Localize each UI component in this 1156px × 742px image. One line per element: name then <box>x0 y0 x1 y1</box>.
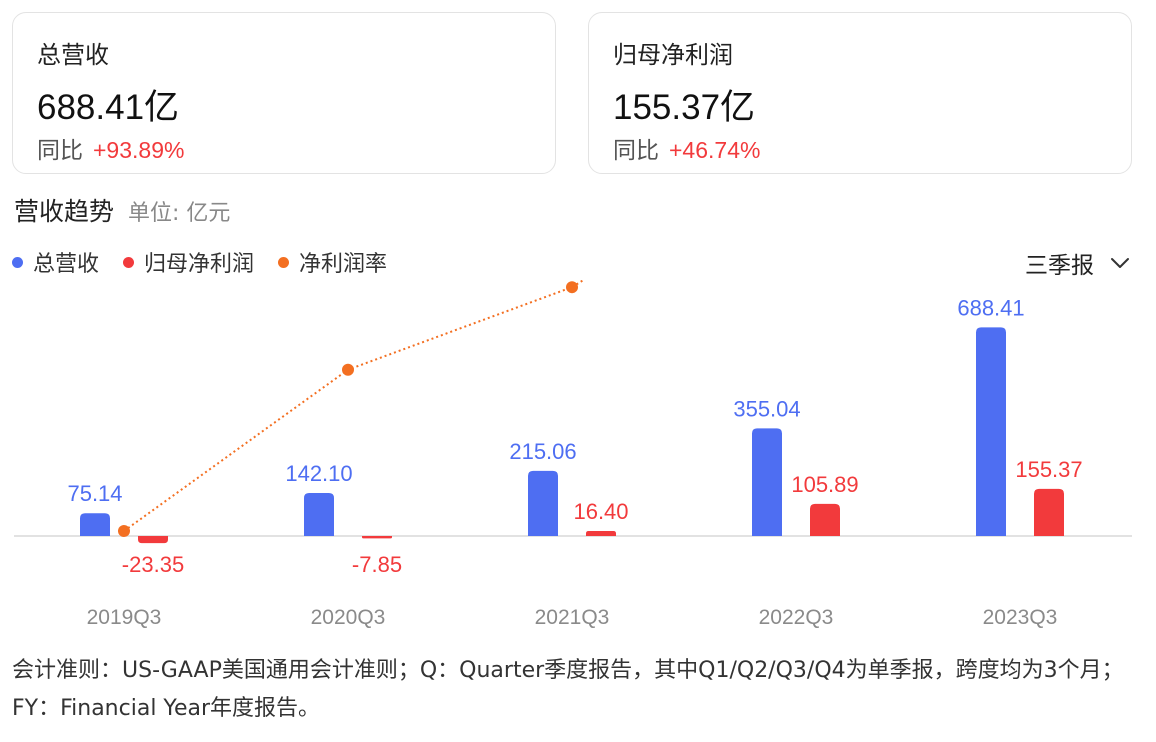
revenue-card-title: 总营收 <box>37 41 109 69</box>
x-tick-label: 2020Q3 <box>311 606 386 629</box>
net-margin-point <box>566 281 578 294</box>
revenue-bar <box>752 428 782 536</box>
revenue-bar-label: 355.04 <box>733 396 800 421</box>
legend-dot-revenue <box>12 256 23 268</box>
profit-yoy: 同比 +46.74% <box>613 131 760 165</box>
net-margin-point <box>342 363 354 376</box>
revenue-card: 总营收 688.41亿 同比 +93.89% <box>12 12 556 174</box>
revenue-bar-label: 142.10 <box>285 461 352 486</box>
legend-label-revenue: 总营收 <box>33 252 100 277</box>
period-select[interactable]: 三季报 <box>1025 246 1130 280</box>
legend-item-profit[interactable]: 归母净利润 <box>123 246 254 278</box>
revenue-bar <box>304 492 334 536</box>
x-tick-label: 2019Q3 <box>87 606 162 629</box>
legend-label-margin: 净利润率 <box>299 252 388 277</box>
legend-item-margin[interactable]: 净利润率 <box>278 246 387 278</box>
profit-bar <box>810 503 840 536</box>
profit-bar <box>1034 488 1064 536</box>
chevron-down-icon <box>1111 258 1129 268</box>
revenue-bar-label: 75.14 <box>67 481 122 506</box>
x-tick-label: 2022Q3 <box>759 606 834 629</box>
revenue-bar-label: 688.41 <box>957 295 1024 320</box>
section-title-text: 营收趋势 <box>14 197 115 226</box>
period-select-value: 三季报 <box>1025 253 1094 279</box>
revenue-yoy-value: +93.89% <box>93 137 185 163</box>
profit-yoy-label: 同比 <box>613 138 659 164</box>
profit-card-title: 归母净利润 <box>613 41 733 69</box>
profit-bar-label: 105.89 <box>791 472 858 497</box>
revenue-card-value: 688.41亿 <box>37 88 180 127</box>
net-margin-line <box>123 280 586 532</box>
section-unit: 单位: 亿元 <box>128 201 231 226</box>
profit-card-value: 155.37亿 <box>613 88 756 127</box>
net-margin-point <box>118 525 130 537</box>
revenue-bar-label: 215.06 <box>509 439 576 464</box>
legend-dot-margin <box>278 256 290 268</box>
profit-bar <box>362 536 392 539</box>
revenue-trend-chart: 75.14 -23.35 2019Q3 142.10 -7.85 2020Q3 215.06… <box>14 280 1132 629</box>
footnote: 会计准则：US-GAAP美国通用会计准则；Q：Quarter季度报告，其中Q1/… <box>12 658 1124 721</box>
profit-bar-label: -7.85 <box>352 552 402 577</box>
legend-item-revenue[interactable]: 总营收 <box>12 246 99 278</box>
revenue-bar <box>976 327 1006 536</box>
x-tick-label: 2021Q3 <box>535 606 610 629</box>
profit-bar-label: 16.40 <box>573 499 628 524</box>
revenue-bar <box>80 513 110 536</box>
revenue-yoy: 同比 +93.89% <box>37 131 184 165</box>
profit-bar-label: 155.37 <box>1015 457 1082 482</box>
legend-dot-profit <box>123 256 135 268</box>
legend-label-profit: 归母净利润 <box>144 252 255 277</box>
profit-card: 归母净利润 155.37亿 同比 +46.74% <box>588 12 1132 174</box>
section-title: 营收趋势 单位: 亿元 <box>14 192 230 228</box>
profit-bar-label: -23.35 <box>122 552 184 577</box>
revenue-yoy-label: 同比 <box>37 138 83 164</box>
profit-bar <box>586 531 616 536</box>
profit-bar <box>138 536 168 544</box>
profit-yoy-value: +46.74% <box>669 137 761 163</box>
chart-legend: 总营收 归母净利润 净利润率 <box>12 246 411 278</box>
revenue-bar <box>528 470 558 536</box>
x-tick-label: 2023Q3 <box>983 606 1058 629</box>
